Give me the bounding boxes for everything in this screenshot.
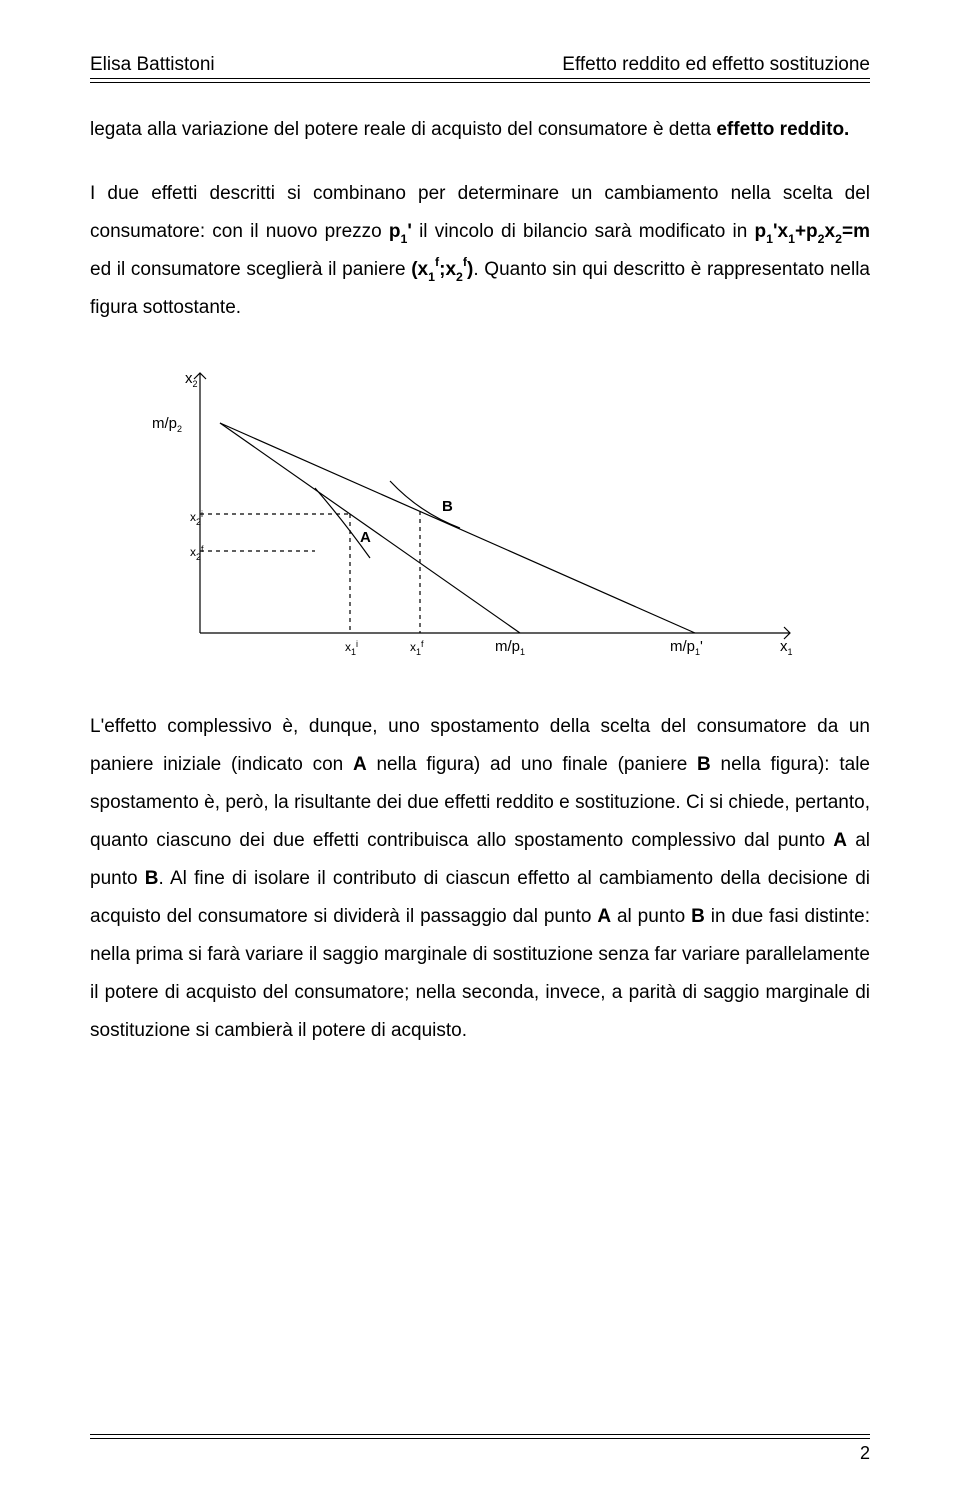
svg-text:m/p1': m/p1': [670, 638, 703, 657]
header-rule-2: [90, 82, 870, 83]
p1-run-a: legata alla variazione del potere reale …: [90, 119, 716, 140]
svg-text:x1i: x1i: [345, 639, 358, 657]
page-number: 2: [90, 1443, 870, 1464]
header-title: Effetto reddito ed effetto sostituzione: [562, 54, 870, 76]
footer-rule-2: [90, 1438, 870, 1439]
svg-text:x1: x1: [780, 638, 793, 657]
header-rule-1: [90, 78, 870, 79]
p3-B-2: B: [145, 868, 159, 889]
p2-eq: p1'x1+p2x2=m: [755, 221, 870, 242]
p3-run-f: al punto: [611, 906, 691, 927]
p2-run-c: ed il consumatore sceglierà il paniere: [90, 259, 411, 280]
page: Elisa Battistoni Effetto reddito ed effe…: [0, 0, 960, 1506]
svg-text:x1f: x1f: [410, 639, 424, 657]
svg-text:x2: x2: [185, 370, 198, 389]
footer-rule-1: [90, 1434, 870, 1435]
page-footer: 2: [90, 1434, 870, 1464]
svg-text:A: A: [360, 529, 371, 546]
p3-A-3: A: [597, 906, 611, 927]
page-header: Elisa Battistoni Effetto reddito ed effe…: [90, 54, 870, 78]
header-author: Elisa Battistoni: [90, 54, 215, 76]
p2-paniere: (x1f;x2f): [411, 259, 473, 280]
paragraph-1: legata alla variazione del potere reale …: [90, 111, 870, 149]
svg-text:x2i: x2i: [190, 509, 203, 527]
svg-text:m/p1: m/p1: [495, 638, 525, 657]
p3-B-3: B: [691, 906, 705, 927]
paragraph-3: L'effetto complessivo è, dunque, uno spo…: [90, 708, 870, 1050]
p3-A-2: A: [833, 830, 847, 851]
figure-budget-lines: A Bx2 m/p2 x2i x2f x1i x1f m/p1 m/p1' x1: [90, 353, 870, 678]
svg-text:m/p2: m/p2: [152, 415, 182, 434]
p2-p1prime: p1': [389, 221, 412, 242]
paragraph-2: I due effetti descritti si combinano per…: [90, 175, 870, 327]
figure-svg: A Bx2 m/p2 x2i x2f x1i x1f m/p1 m/p1' x1: [90, 353, 830, 673]
svg-text:x2f: x2f: [190, 544, 204, 562]
p2-run-b: il vincolo di bilancio sarà modificato i…: [412, 221, 755, 242]
p1-bold: effetto reddito.: [716, 119, 849, 140]
p3-B-1: B: [697, 754, 711, 775]
p3-run-b: nella figura) ad uno finale (paniere: [367, 754, 697, 775]
svg-text:B: B: [442, 498, 453, 515]
p3-A-1: A: [353, 754, 367, 775]
